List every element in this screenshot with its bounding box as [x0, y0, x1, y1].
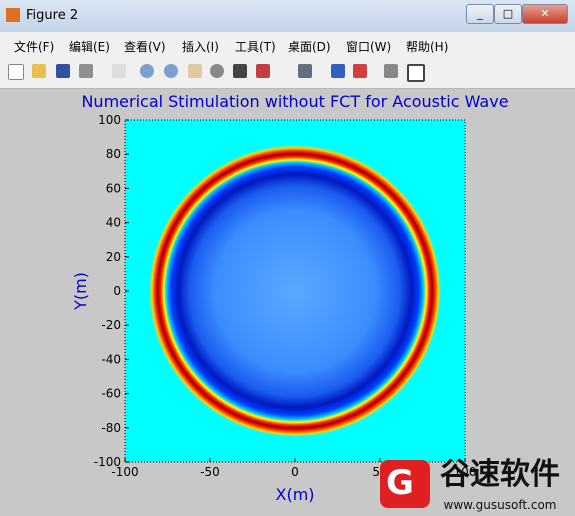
watermark: G 谷速软件 www.gususoft.com: [380, 457, 560, 512]
minimize-button[interactable]: _: [466, 4, 494, 24]
tool-icon[interactable]: [256, 64, 270, 78]
tool-icon[interactable]: [298, 64, 312, 78]
tool-icon[interactable]: [407, 64, 425, 82]
watermark-logo-letter: G: [386, 463, 414, 503]
y-tick-label: -80: [101, 421, 121, 435]
menu-item[interactable]: 帮助(H): [406, 40, 449, 54]
tool-icon[interactable]: [112, 64, 126, 78]
tool-icon[interactable]: [210, 64, 224, 78]
watermark-url: www.gususoft.com: [444, 498, 557, 512]
x-tick-label: 0: [291, 465, 299, 479]
y-tick-label: -20: [101, 318, 121, 332]
tool-icon[interactable]: [233, 64, 247, 78]
y-tick-label: 80: [106, 147, 121, 161]
chart: Numerical Stimulation without FCT for Ac…: [71, 92, 560, 512]
x-tick-label: -50: [200, 465, 220, 479]
tool-icon[interactable]: [164, 64, 178, 78]
menu-item[interactable]: 工具(T): [235, 40, 276, 54]
tool-icon[interactable]: [140, 64, 154, 78]
window-title: Figure 2: [26, 8, 79, 23]
watermark-brand: 谷速软件: [440, 457, 560, 492]
tool-icon[interactable]: [384, 64, 398, 78]
y-tick-label: 100: [98, 113, 121, 127]
tool-icon[interactable]: [56, 64, 70, 78]
y-tick-label: 60: [106, 181, 121, 195]
y-tick-label: -100: [94, 455, 121, 469]
wave-field: [149, 145, 441, 437]
tool-icon[interactable]: [331, 64, 345, 78]
x-tick-label: 100: [454, 465, 477, 479]
menu-item[interactable]: 窗口(W): [346, 40, 392, 54]
menu-item[interactable]: 编辑(E): [69, 40, 110, 54]
tool-icon[interactable]: [79, 64, 93, 78]
menu-item[interactable]: 查看(V): [124, 40, 166, 54]
y-tick-label: 40: [106, 216, 121, 230]
title-bar: Figure 2 _ □ ✕: [0, 0, 575, 32]
toolbar: [0, 56, 575, 89]
menu-item[interactable]: 插入(I): [182, 40, 219, 54]
y-tick-label: -40: [101, 352, 121, 366]
x-tick-label: -100: [111, 465, 138, 479]
tool-icon[interactable]: [8, 64, 24, 80]
y-axis-label: Y(m): [71, 272, 90, 311]
x-axis-label: X(m): [275, 485, 314, 504]
menu-bar: 文件(F) 编辑(E) 查看(V) 插入(I) 工具(T) 桌面(D) 窗口(W) 帮助(H): [0, 32, 575, 56]
y-tick-label: 20: [106, 250, 121, 264]
menu-item[interactable]: 文件(F): [14, 40, 55, 54]
y-tick-label: 0: [113, 284, 121, 298]
menu-item[interactable]: 桌面(D): [288, 40, 331, 54]
maximize-button[interactable]: □: [494, 4, 522, 24]
tool-icon[interactable]: [353, 64, 367, 78]
tool-icon[interactable]: [32, 64, 46, 78]
app-icon: [6, 8, 20, 22]
chart-title: Numerical Stimulation without FCT for Ac…: [81, 92, 508, 111]
close-button[interactable]: ✕: [522, 4, 568, 24]
tool-icon[interactable]: [188, 64, 202, 78]
y-tick-label: -60: [101, 387, 121, 401]
watermark-logo: [380, 460, 430, 508]
